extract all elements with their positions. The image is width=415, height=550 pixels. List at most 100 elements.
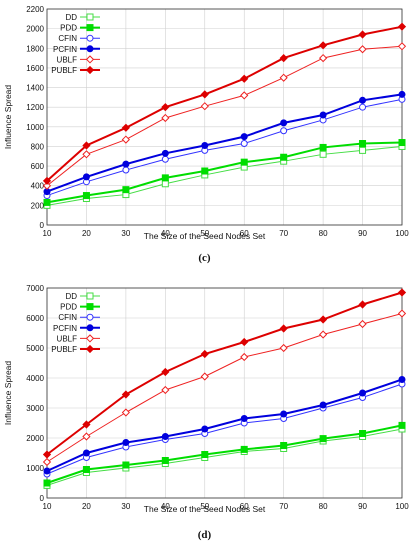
data-point <box>161 113 170 123</box>
y-tick-label: 3000 <box>26 404 44 413</box>
data-point <box>319 315 328 324</box>
data-point <box>42 450 52 459</box>
series-line <box>46 383 403 475</box>
legend-marker <box>86 292 94 300</box>
legend-label: PDD <box>60 24 77 33</box>
x-tick-label: 60 <box>240 502 249 511</box>
plot-area <box>47 9 402 225</box>
data-point <box>161 433 169 440</box>
series-pdd <box>43 421 406 487</box>
x-tick-label: 100 <box>395 502 409 511</box>
data-point <box>398 376 406 383</box>
data-point <box>397 309 407 318</box>
series-line <box>46 25 403 182</box>
data-point <box>161 457 169 464</box>
data-point <box>319 41 328 50</box>
data-point <box>121 390 130 399</box>
x-tick-label: 90 <box>358 502 367 511</box>
legend-label: CFIN <box>58 34 77 43</box>
y-tick-label: 6000 <box>26 314 44 323</box>
data-point <box>122 160 130 168</box>
data-point <box>240 352 249 362</box>
panel-label: (d) <box>198 529 212 541</box>
y-axis-label: Influence Spread <box>3 85 13 150</box>
legend-label: PUBLF <box>51 66 77 75</box>
data-point <box>43 467 51 475</box>
data-point <box>82 192 90 200</box>
legend-label: DD <box>65 292 77 301</box>
data-point <box>358 319 367 329</box>
data-point <box>200 349 209 359</box>
series-publf <box>42 22 407 185</box>
data-point <box>121 123 130 132</box>
data-point <box>359 96 367 104</box>
legend-marker <box>85 55 95 64</box>
series-pcfin <box>43 376 406 475</box>
data-point <box>279 73 288 82</box>
data-point <box>240 74 249 83</box>
data-point <box>42 176 52 185</box>
y-tick-label: 400 <box>31 182 45 191</box>
legend-marker <box>85 65 95 75</box>
x-tick-label: 60 <box>240 229 249 238</box>
data-point <box>358 300 367 309</box>
data-point <box>280 442 288 449</box>
plot-area <box>47 288 402 498</box>
x-tick-label: 40 <box>161 229 170 238</box>
data-point <box>122 186 130 194</box>
data-point <box>279 343 288 353</box>
series-ublf <box>42 309 407 467</box>
legend-label: PUBLF <box>51 345 77 354</box>
x-tick-label: 80 <box>319 229 328 238</box>
data-point <box>358 30 367 39</box>
series-line <box>46 98 403 197</box>
data-point <box>122 461 130 469</box>
legend-marker <box>86 303 94 311</box>
data-point <box>240 337 249 347</box>
y-tick-label: 1600 <box>26 64 44 73</box>
plot-frame <box>46 287 403 499</box>
x-tick-label: 20 <box>82 502 91 511</box>
x-tick-label: 50 <box>200 502 209 511</box>
data-point <box>82 449 90 457</box>
data-point <box>359 140 367 148</box>
data-point <box>279 53 288 63</box>
data-point <box>319 53 328 63</box>
series-line <box>46 313 403 463</box>
x-axis-label: The Size of the Seed Nodes Set <box>144 504 266 514</box>
series-line <box>46 424 403 484</box>
data-point <box>319 435 327 443</box>
data-point <box>82 141 91 150</box>
data-point <box>240 158 248 166</box>
data-point <box>280 410 288 418</box>
y-tick-label: 0 <box>40 494 45 503</box>
legend-marker <box>86 45 94 53</box>
data-point <box>121 408 130 417</box>
data-point <box>82 150 91 159</box>
data-point <box>82 466 90 473</box>
y-tick-label: 800 <box>31 142 45 151</box>
data-point <box>42 181 52 190</box>
data-point <box>240 140 248 148</box>
series-cfin <box>43 95 406 200</box>
data-point <box>201 451 209 458</box>
data-point <box>359 103 367 111</box>
data-point <box>201 425 209 433</box>
data-point <box>240 415 248 422</box>
data-point <box>200 372 209 381</box>
data-point <box>122 439 130 446</box>
series-pcfin <box>43 90 406 196</box>
data-point <box>201 167 209 175</box>
data-point <box>122 166 130 174</box>
series-line <box>46 145 403 206</box>
x-tick-label: 90 <box>358 229 367 238</box>
y-tick-label: 2000 <box>26 25 44 34</box>
series-line <box>46 291 403 456</box>
data-point <box>200 90 209 99</box>
chart-1: 0 1000 2000 3000 4000 5000 6000 7000 10 20 30 40 50 6… <box>3 284 409 541</box>
data-point <box>43 479 51 487</box>
legend-label: DD <box>65 13 77 22</box>
y-tick-label: 7000 <box>26 284 44 293</box>
x-tick-label: 100 <box>395 229 409 238</box>
